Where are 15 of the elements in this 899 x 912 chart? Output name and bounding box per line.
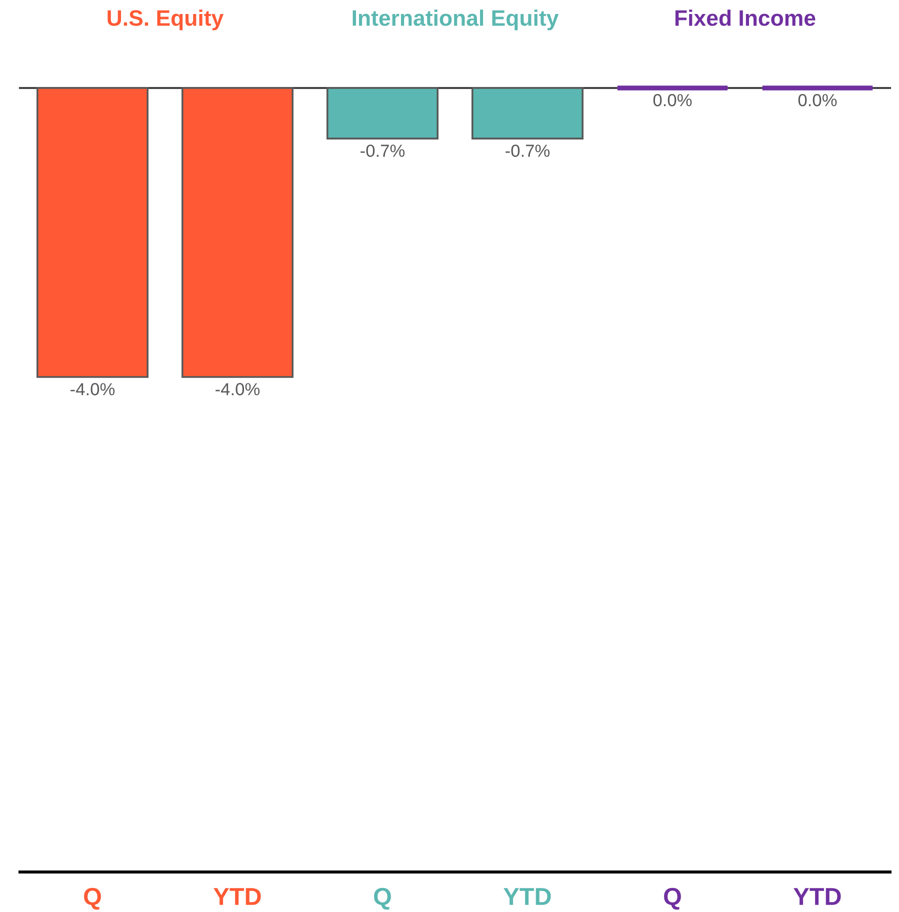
x-tick-label: Q xyxy=(84,888,101,910)
text: International Equity xyxy=(352,10,559,30)
x-tick-label: YTD xyxy=(504,888,551,905)
text: Fixed Income xyxy=(675,10,816,26)
data-label: -4.0% xyxy=(70,383,115,396)
data-label: -0.7% xyxy=(506,144,550,157)
data-label: -4.0% xyxy=(216,383,260,396)
x-tick-label: YTD xyxy=(214,888,261,905)
text: U.S. Equity xyxy=(108,10,224,30)
data-label: -0.7% xyxy=(360,144,405,157)
x-tick-label: Q xyxy=(664,888,681,910)
data-label: 0.0% xyxy=(653,94,692,106)
x-tick-label: YTD xyxy=(794,888,841,905)
data-label: 0.0% xyxy=(798,94,837,106)
x-tick-label: Q xyxy=(374,888,391,910)
